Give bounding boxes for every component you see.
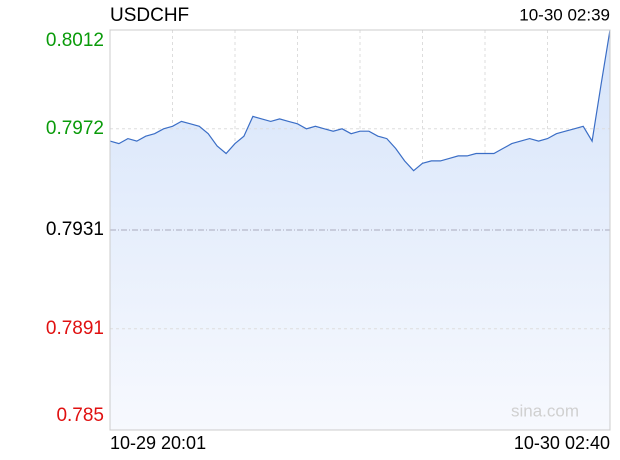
plot-area: [109, 29, 611, 431]
price-line: [109, 29, 611, 172]
y-tick-label: 0.785: [56, 405, 104, 426]
watermark: sina.com: [511, 401, 579, 420]
x-tick-label: 10-29 20:01: [110, 433, 206, 453]
timestamp: 10-30 02:39: [519, 5, 610, 24]
y-tick-label: 0.7891: [46, 318, 104, 339]
x-tick-label: 10-30 02:40: [514, 433, 610, 453]
y-tick-label: 0.8012: [46, 30, 104, 51]
chart-title: USDCHF: [110, 5, 189, 26]
plot-frame: [109, 29, 611, 431]
y-tick-label: 0.7931: [46, 219, 104, 240]
y-tick-label: 0.7972: [46, 118, 104, 139]
